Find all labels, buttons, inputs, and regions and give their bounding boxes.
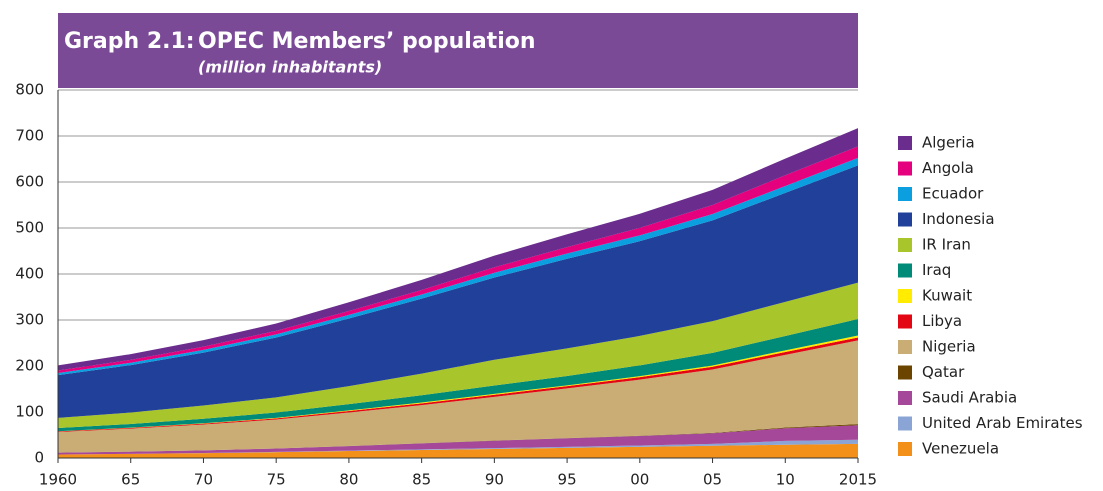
legend-swatch [898,416,912,431]
x-tick-label: 2015 [839,471,877,489]
plot-area [58,89,858,459]
legend-swatch [898,161,912,176]
legend-label: Iraq [922,261,951,279]
legend-label: Saudi Arabia [922,389,1017,407]
x-tick-label: 1960 [39,471,77,489]
legend-swatch [898,212,912,227]
x-tick-label: 95 [558,471,577,489]
legend-label: Libya [922,312,962,330]
legend-swatch [898,187,912,201]
area [58,425,858,455]
x-tick-label: 10 [776,471,795,489]
legend-swatch [898,136,912,150]
y-tick-label: 400 [15,265,44,283]
chart-subtitle: (million inhabitants) [198,58,382,77]
area [58,282,858,428]
y-tick-label: 800 [15,81,44,99]
legend-swatch [898,289,912,303]
legend-label: Algeria [922,134,975,152]
legend-label: Indonesia [922,210,995,228]
y-tick-label: 300 [15,311,44,329]
legend-label: Ecuador [922,185,984,203]
y-tick-label: 200 [15,357,44,375]
legend-swatch [898,340,912,354]
y-tick-label: 0 [34,449,44,467]
x-tick-label: 85 [412,471,431,489]
area [58,165,858,418]
x-tick-label: 05 [703,471,722,489]
area [58,443,858,458]
legend-label: United Arab Emirates [922,414,1083,432]
legend-swatch [898,314,912,329]
y-tick-label: 100 [15,403,44,421]
legend-label: Nigeria [922,338,976,356]
y-tick-label: 500 [15,219,44,237]
x-tick-label: 80 [339,471,358,489]
y-tick-label: 600 [15,173,44,191]
legend-swatch [898,365,912,380]
chart-title: OPEC Members’ population [198,29,536,54]
graph-label: Graph 2.1: [64,29,195,54]
legend-swatch [898,442,912,456]
legend-swatch [898,263,912,278]
y-tick-label: 700 [15,127,44,145]
x-tick-label: 90 [485,471,504,489]
x-tick-label: 70 [194,471,213,489]
x-tick-label: 00 [630,471,649,489]
header-band [58,13,858,88]
area [58,340,858,453]
x-tick-label: 65 [121,471,140,489]
legend-swatch [898,238,912,252]
legend-swatch [898,391,912,405]
legend-label: Venezuela [922,440,999,458]
legend-label: Angola [922,159,974,177]
legend-label: Qatar [922,363,965,381]
legend-label: IR Iran [922,236,971,254]
x-tick-label: 75 [267,471,286,489]
legend-label: Kuwait [922,287,972,305]
